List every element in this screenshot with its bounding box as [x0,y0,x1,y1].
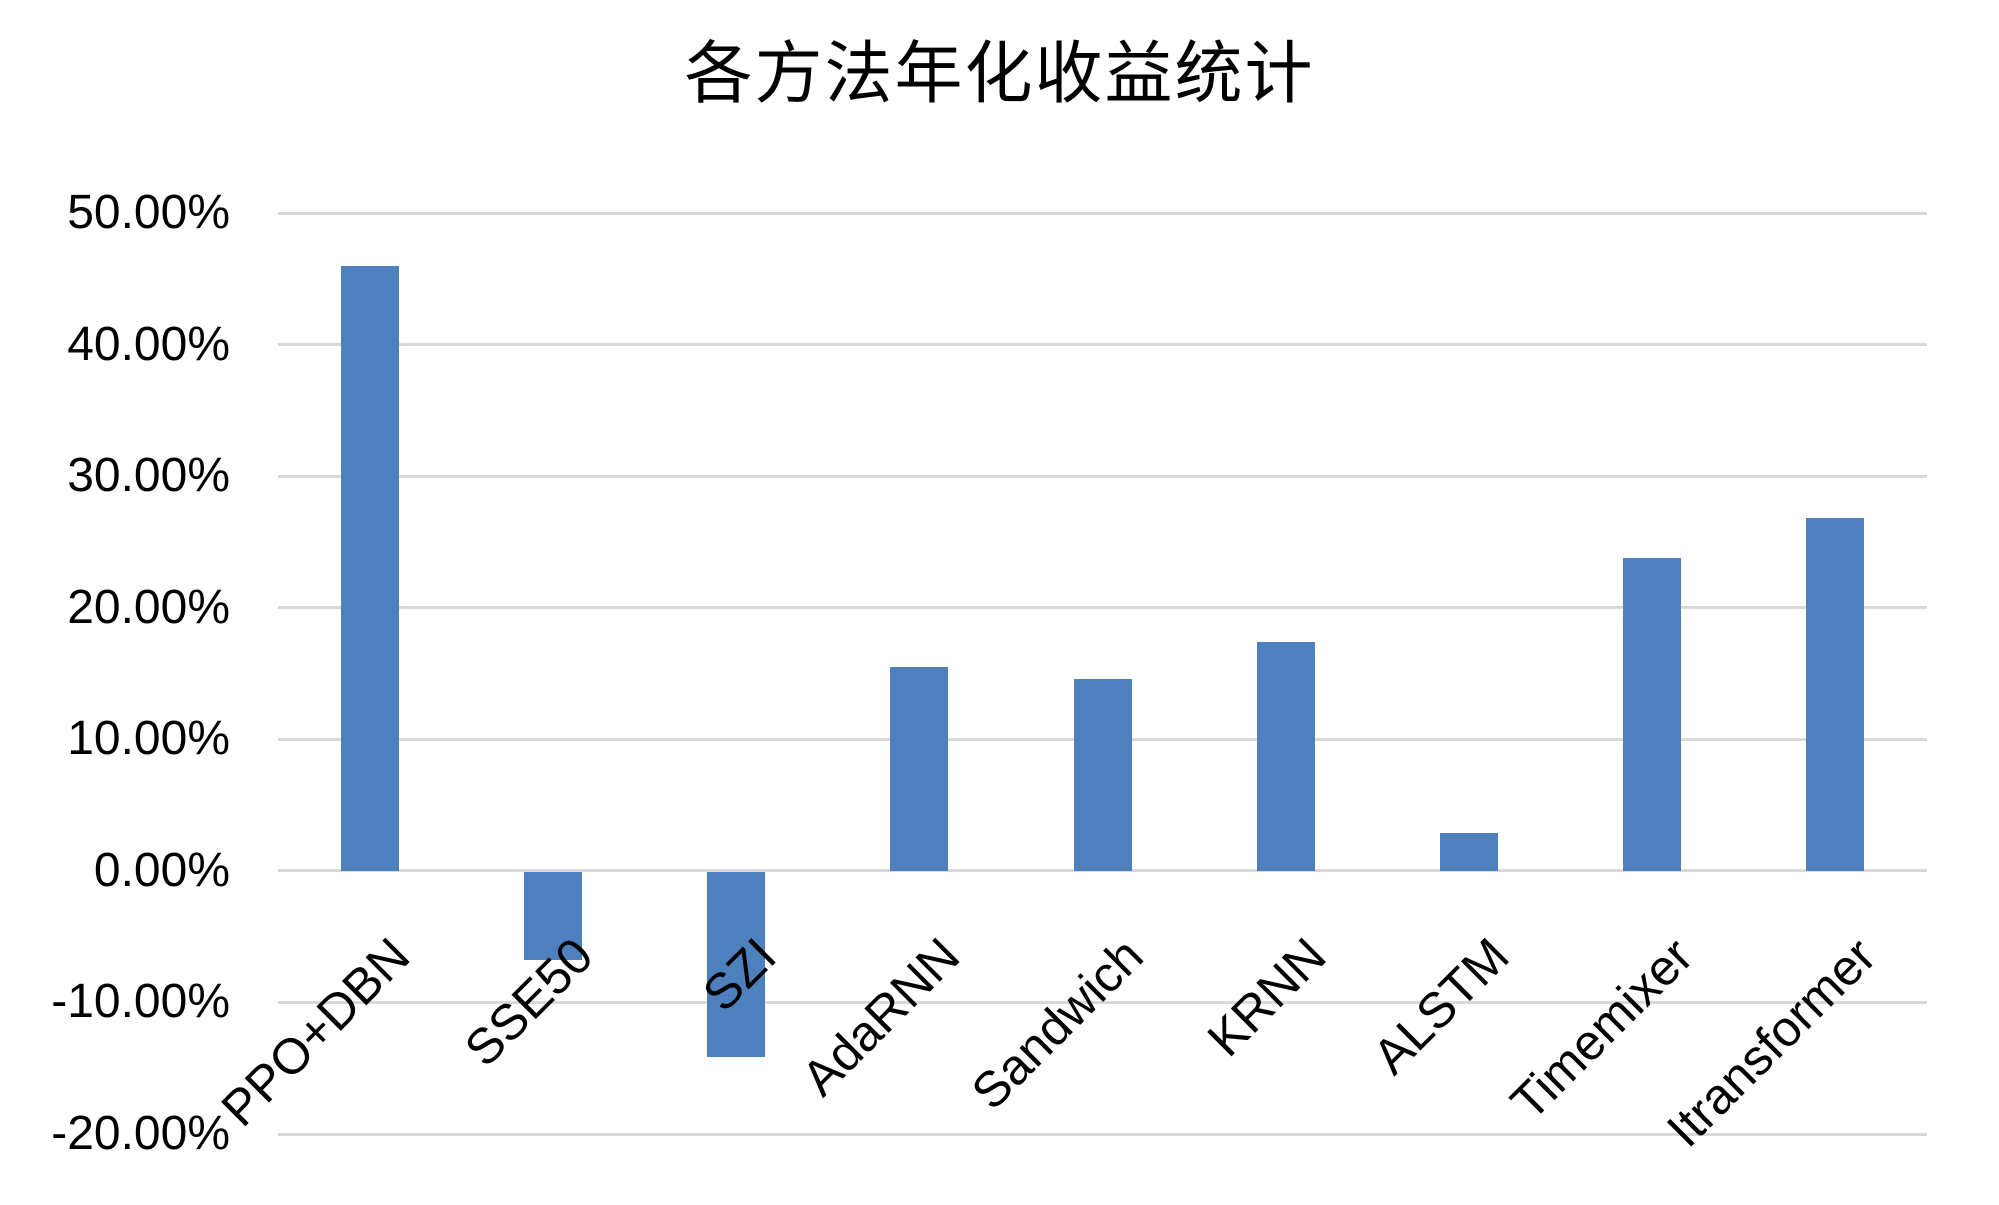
gridline [278,1000,1927,1004]
y-tick-label: 20.00% [67,580,230,634]
gridline [278,869,1927,873]
y-tick-label: 0.00% [93,843,230,897]
gridline [278,343,1927,347]
chart-title: 各方法年化收益统计 [684,35,1315,114]
bar-sandwich [1073,678,1132,871]
gridline [278,211,1927,215]
plot-area [278,211,1927,1136]
bar-adarnn [890,666,949,871]
bar-szi [707,872,766,1057]
y-tick-label: 30.00% [67,449,230,503]
bar-itransformer [1806,518,1865,871]
y-tick-label: 50.00% [67,186,230,239]
bar-ppo-dbn [340,265,399,871]
gridline [278,1132,1927,1136]
bar-krnn [1256,641,1315,871]
y-tick-label: 10.00% [67,712,230,766]
y-tick-label: -20.00% [51,1107,230,1160]
y-tick-label: -10.00% [51,975,230,1029]
bar-sse50 [523,872,582,961]
bar-timemixer [1623,557,1682,871]
gridline [278,606,1927,610]
gridline [278,474,1927,478]
bar-alstm [1439,832,1498,871]
y-tick-label: 40.00% [67,317,230,371]
